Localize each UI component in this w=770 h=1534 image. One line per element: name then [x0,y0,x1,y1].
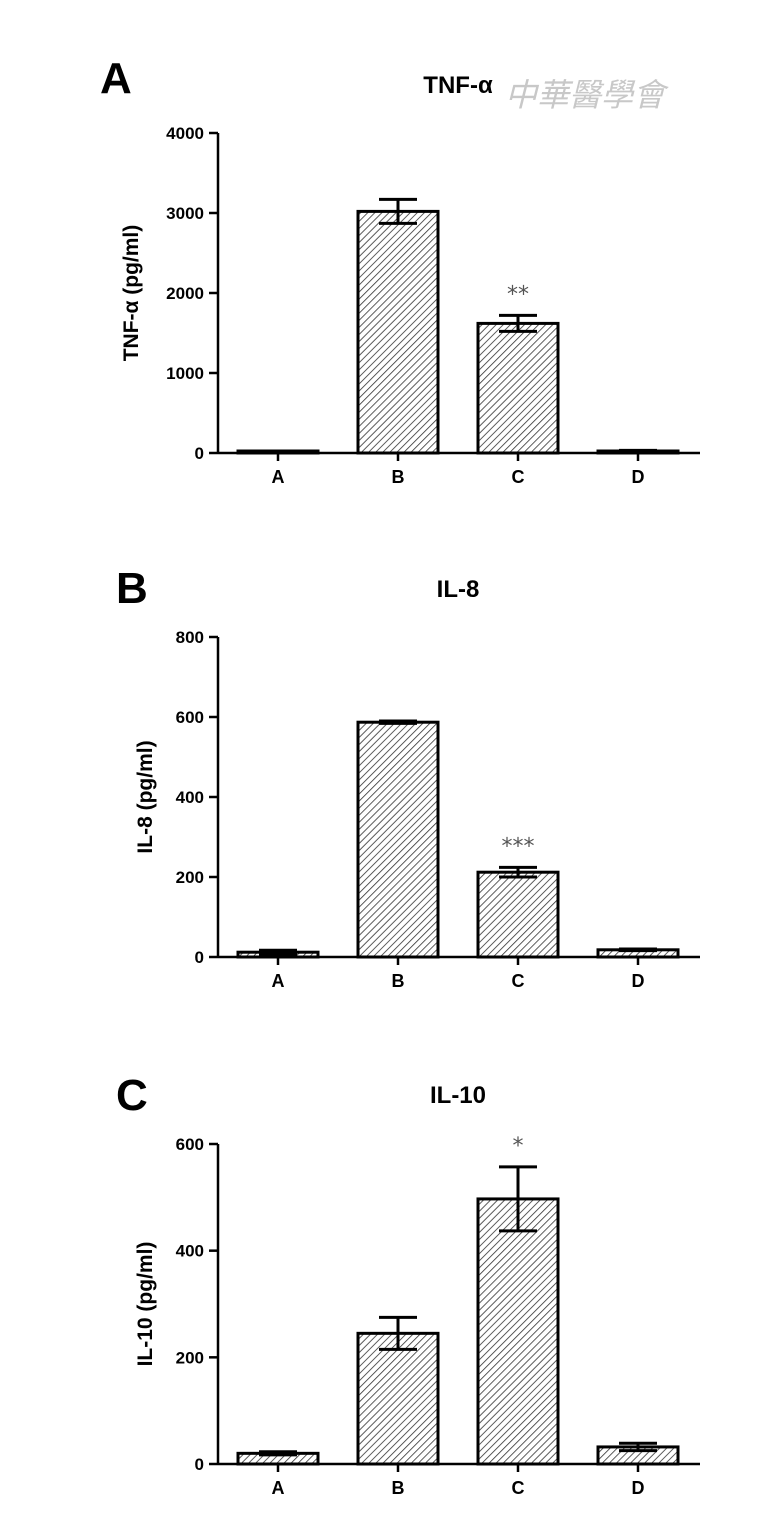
panel-b: B IL-8 IL-8 (pg/ml) 0 200 400 600 800 A B C *** D [116,564,700,991]
error-bar [619,1441,657,1453]
x-tick-label: B [392,971,405,991]
error-bar [379,719,417,725]
bar [476,321,560,455]
error-bar [619,448,657,454]
x-tick-label: C [512,971,525,991]
panel-letter: A [100,54,132,103]
chart-title: TNF-α [423,72,493,99]
error-bar [379,197,417,225]
y-tick-label: 600 [176,708,204,727]
panel-c: C IL-10 IL-10 (pg/ml) 0 200 400 600 A B C * D [116,1071,700,1498]
y-tick-label: 800 [176,628,204,647]
significance-marker: ** [507,282,529,307]
y-axis-label: IL-8 (pg/ml) [134,740,157,853]
y-tick-label: 0 [195,948,204,967]
y-tick-label: 400 [176,788,204,807]
y-axis-label: IL-10 (pg/ml) [134,1242,157,1367]
error-bar [259,948,297,956]
watermark: 中華醫學會 [505,76,669,114]
panel-letter: C [116,1071,148,1120]
significance-marker: * [513,1134,524,1159]
bar [476,1197,560,1466]
bar [356,1331,440,1466]
panel-letter: B [116,564,148,613]
x-tick-label: C [512,1478,525,1498]
y-tick-label: 600 [176,1135,204,1154]
error-bar [379,1315,417,1351]
error-bar [499,1165,537,1233]
y-tick-label: 400 [176,1242,204,1261]
error-bar [499,865,537,879]
bar [356,720,440,959]
y-tick-label: 2000 [166,284,204,303]
y-axis-label: TNF-α (pg/ml) [120,225,143,362]
y-tick-label: 0 [195,1455,204,1474]
error-bar [259,1450,297,1457]
panel-a: A TNF-α TNF-α (pg/ml) 0 1000 2000 3000 4000 A B C *… [100,54,700,487]
x-tick-label: B [392,467,405,487]
x-tick-label: A [272,1478,285,1498]
y-tick-label: 0 [195,444,204,463]
x-tick-label: D [632,467,645,487]
x-tick-label: A [272,467,285,487]
x-tick-label: B [392,1478,405,1498]
x-tick-label: A [272,971,285,991]
significance-marker: *** [502,834,535,859]
error-bar [619,947,657,953]
bar [356,209,440,455]
chart-title: IL-10 [430,1082,486,1109]
y-tick-label: 1000 [166,364,204,383]
chart-title: IL-8 [437,576,480,603]
error-bar [499,313,537,333]
x-tick-label: D [632,1478,645,1498]
x-tick-label: C [512,467,525,487]
y-tick-label: 3000 [166,204,204,223]
y-tick-label: 200 [176,868,204,887]
y-tick-label: 200 [176,1348,204,1367]
bar [476,870,560,959]
x-tick-label: D [632,971,645,991]
y-tick-label: 4000 [166,124,204,143]
